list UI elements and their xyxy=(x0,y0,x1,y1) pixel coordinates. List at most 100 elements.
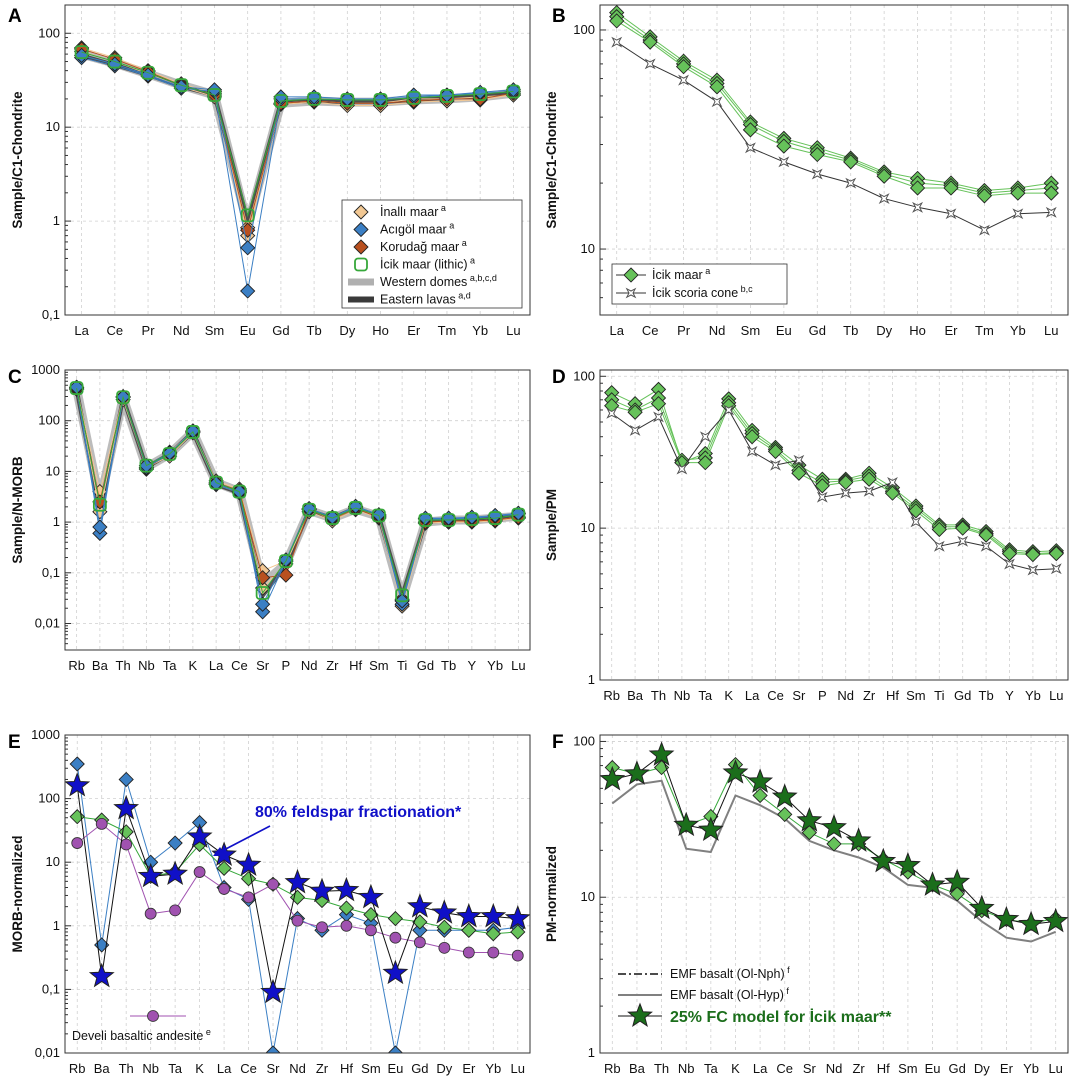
data-point xyxy=(697,816,724,842)
data-point xyxy=(778,156,790,168)
series-line xyxy=(616,12,1052,192)
y-tick-label: 10 xyxy=(581,889,595,904)
x-tick-label: Ce xyxy=(767,688,784,703)
series-line xyxy=(76,387,519,614)
x-tick-label: K xyxy=(731,1061,740,1076)
x-tick-label: Gd xyxy=(954,688,971,703)
x-tick-label: Tb xyxy=(979,688,994,703)
data-point xyxy=(1045,206,1057,218)
legend-marker xyxy=(353,221,369,238)
x-tick-label: Ta xyxy=(168,1061,183,1076)
data-point xyxy=(609,13,625,29)
x-tick-label: Ba xyxy=(627,688,644,703)
data-point xyxy=(511,507,526,522)
y-axis-label: Sample/C1-Chondrite xyxy=(544,91,559,229)
axes-frame xyxy=(599,369,1069,681)
data-point xyxy=(260,978,286,1004)
y-tick-label: 1 xyxy=(588,1045,595,1060)
y-tick-label: 100 xyxy=(38,791,60,806)
data-point xyxy=(910,516,922,528)
x-tick-label: Lu xyxy=(511,658,525,673)
data-point xyxy=(325,511,340,525)
axes-frame xyxy=(64,734,531,1054)
data-point xyxy=(302,502,317,517)
data-point xyxy=(338,900,355,916)
legend-label-main: Eastern lavas xyxy=(380,293,456,307)
data-point xyxy=(606,407,618,419)
x-tick-label: Ba xyxy=(92,658,109,673)
y-axis-label: Sample/N-MORB xyxy=(10,456,25,564)
x-tick-label: Rb xyxy=(604,1061,621,1076)
series-line xyxy=(616,20,1052,197)
data-point xyxy=(506,84,521,99)
legend-label-main: EMF basalt (Ol-Nph) xyxy=(670,967,785,981)
x-tick-label: La xyxy=(753,1061,768,1076)
y-tick-label: 0,01 xyxy=(35,615,60,630)
legend-label-sup: a xyxy=(438,203,446,213)
data-point xyxy=(209,475,224,490)
data-point xyxy=(186,823,213,848)
x-tick-label: Dy xyxy=(974,1061,990,1076)
data-point xyxy=(721,398,737,414)
data-point xyxy=(174,78,189,93)
data-point xyxy=(676,463,688,475)
data-point xyxy=(162,447,177,461)
legend-label-main: Western domes xyxy=(380,275,467,289)
panel-F: F 1 10 100 Rb Ba Th Nb Ta K La Ce Sr Nd Zr Hf Sm Eu Gd Dy Er… xyxy=(544,732,1069,1076)
data-point xyxy=(116,390,131,405)
legend-label: 25% FC model for İcik maar** xyxy=(670,1008,892,1026)
x-tick-label: Ti xyxy=(397,658,407,673)
x-tick-label: Yb xyxy=(1025,688,1041,703)
data-point xyxy=(113,794,140,820)
data-point xyxy=(949,886,965,902)
x-tick-label: Yb xyxy=(472,323,488,338)
x-tick-label: Sm xyxy=(205,323,225,338)
data-point xyxy=(284,868,311,894)
data-point xyxy=(978,527,994,543)
legend-label-sup: a xyxy=(468,256,476,266)
data-point xyxy=(796,807,823,832)
data-point xyxy=(118,824,134,840)
legend-marker xyxy=(627,1002,653,1027)
data-point xyxy=(511,949,524,962)
data-point xyxy=(723,404,735,416)
data-point xyxy=(137,862,164,888)
data-point xyxy=(742,122,759,138)
data-point xyxy=(709,79,725,95)
data-point xyxy=(173,79,189,95)
data-point xyxy=(845,827,872,852)
legend-label: EMF basalt (Ol-Nph) f xyxy=(670,965,790,981)
data-point xyxy=(678,74,689,86)
y-tick-label: 0,1 xyxy=(42,565,60,580)
series-line xyxy=(76,389,519,609)
x-tick-label: Dy xyxy=(436,1061,452,1076)
data-point xyxy=(371,508,386,523)
legend-label-main: İnallı maar xyxy=(380,205,438,219)
annotation-text: 80% feldspar fractionation* xyxy=(255,804,462,821)
data-point xyxy=(278,567,294,583)
legend-label-main: İcik maar (lithic) xyxy=(380,258,468,272)
series-line xyxy=(76,387,519,606)
data-point xyxy=(141,65,155,80)
data-point xyxy=(611,36,623,48)
axes-frame xyxy=(64,369,531,651)
x-tick-label: Yb xyxy=(487,658,503,673)
data-point xyxy=(894,851,921,877)
x-tick-label: Sr xyxy=(792,688,806,703)
plot-area xyxy=(600,741,1068,943)
data-point xyxy=(770,459,781,471)
x-tick-label: Ta xyxy=(704,1061,719,1076)
x-tick-label: Rb xyxy=(68,658,85,673)
panel-label-C: C xyxy=(8,367,22,388)
panel-label-D: D xyxy=(552,367,566,388)
x-tick-label: Th xyxy=(651,688,666,703)
x-tick-label: Sm xyxy=(369,658,389,673)
series-line xyxy=(616,41,1052,231)
x-tick-label: Y xyxy=(468,658,477,673)
data-point xyxy=(745,142,756,154)
data-point xyxy=(793,454,805,466)
data-point xyxy=(291,914,304,927)
x-tick-label: Ho xyxy=(909,323,926,338)
y-tick-label: 1000 xyxy=(31,362,60,377)
axes-frame xyxy=(64,4,531,316)
